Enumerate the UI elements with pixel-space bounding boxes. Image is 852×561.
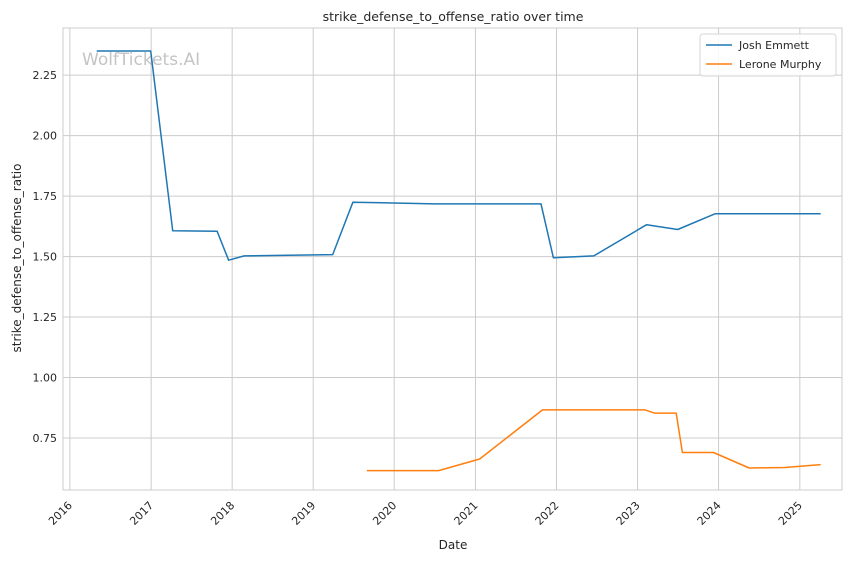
y-tick-labels: 0.75 1.00 1.25 1.50 1.75 2.00 2.25 [33, 69, 58, 445]
y-tick-label: 1.75 [33, 190, 58, 203]
y-tick-label: 2.00 [33, 130, 58, 143]
y-tick-label: 2.25 [33, 69, 58, 82]
x-tick-label: 2016 [46, 499, 75, 528]
series-line-lerone-murphy [366, 409, 821, 472]
x-tick-label: 2020 [370, 499, 399, 528]
x-tick-label: 2017 [127, 499, 156, 528]
legend-label-josh-emmett: Josh Emmett [738, 39, 810, 52]
series-layer [96, 50, 821, 472]
legend: Josh Emmett Lerone Murphy [699, 33, 837, 77]
plot-area [62, 27, 843, 491]
x-tick-label: 2021 [452, 499, 481, 528]
series-line-josh-emmett [96, 50, 821, 261]
y-axis-label: strike_defense_to_offense_ratio [10, 164, 24, 353]
x-tick-label: 2019 [289, 499, 318, 528]
legend-box [699, 33, 837, 77]
x-tick-labels: 2016 2017 2018 2019 2020 2021 2022 2023 2024 2025 [46, 499, 805, 528]
chart-title: strike_defense_to_offense_ratio over tim… [323, 9, 584, 24]
watermark-text: WolfTickets.AI [82, 50, 200, 70]
x-axis-label: Date [439, 538, 468, 552]
x-tick-label: 2024 [695, 499, 724, 528]
legend-label-lerone-murphy: Lerone Murphy [739, 58, 822, 71]
x-tick-label: 2025 [776, 499, 805, 528]
grid-lines [63, 28, 842, 490]
x-tick-label: 2018 [208, 499, 237, 528]
x-tick-label: 2023 [614, 499, 643, 528]
x-tick-label: 2022 [533, 499, 562, 528]
y-tick-label: 0.75 [33, 432, 58, 445]
y-tick-label: 1.50 [33, 251, 58, 264]
y-tick-label: 1.00 [33, 372, 58, 385]
y-tick-label: 1.25 [33, 311, 58, 324]
